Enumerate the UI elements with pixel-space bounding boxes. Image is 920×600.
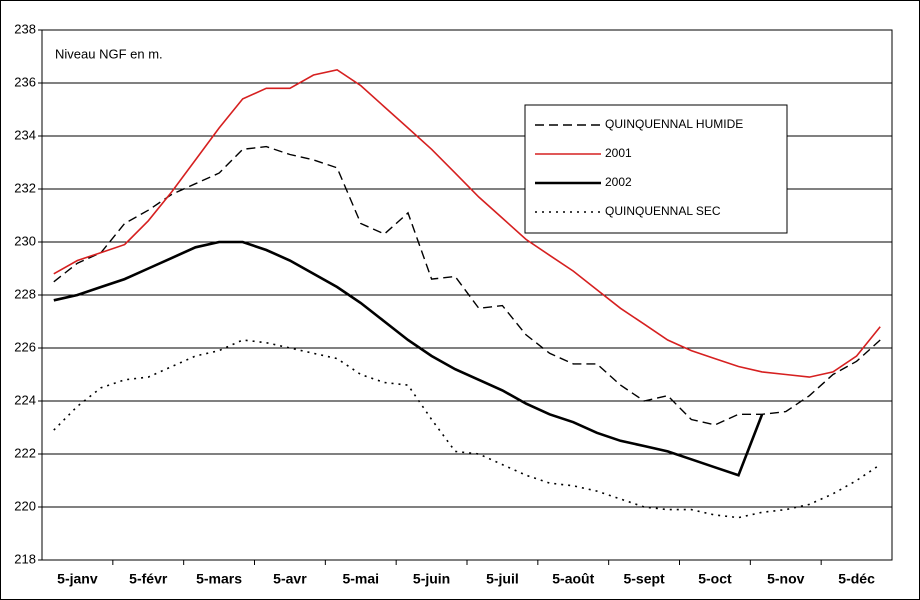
- y-tick-label: 220: [14, 498, 36, 513]
- series-line: [53, 145, 881, 426]
- y-tick-label: 228: [14, 286, 36, 301]
- y-tick-label: 222: [14, 445, 36, 460]
- x-tick-label: 5-avr: [273, 571, 307, 587]
- legend-label: QUINQUENNAL HUMIDE: [605, 117, 743, 131]
- x-tick-label: 5-nov: [767, 571, 805, 587]
- y-tick-label: 236: [14, 74, 36, 89]
- x-tick-label: 5-mars: [196, 571, 242, 587]
- x-tick-label: 5-févr: [129, 571, 168, 587]
- x-tick-label: 5-août: [552, 571, 594, 587]
- annotation: Niveau NGF en m.: [55, 46, 163, 61]
- y-tick-label: 218: [14, 551, 36, 566]
- y-tick-label: 230: [14, 233, 36, 248]
- series-line: [53, 68, 881, 378]
- x-tick-label: 5-sept: [623, 571, 665, 587]
- legend-label: QUINQUENNAL SEC: [605, 204, 721, 218]
- y-tick-label: 238: [14, 21, 36, 36]
- y-tick-label: 234: [14, 127, 36, 142]
- y-tick-label: 232: [14, 180, 36, 195]
- legend-label: 2002: [605, 175, 632, 189]
- x-tick-label: 5-déc: [838, 571, 875, 587]
- x-tick-label: 5-oct: [698, 571, 732, 587]
- series-line: [53, 240, 764, 477]
- y-tick-label: 226: [14, 339, 36, 354]
- x-tick-label: 5-mai: [342, 571, 379, 587]
- x-tick-label: 5-janv: [57, 571, 98, 587]
- x-tick-label: 5-juin: [413, 571, 450, 587]
- y-tick-label: 224: [14, 392, 36, 407]
- x-tick-label: 5-juil: [486, 571, 519, 587]
- legend-box: [524, 104, 788, 234]
- legend-label: 2001: [605, 146, 632, 160]
